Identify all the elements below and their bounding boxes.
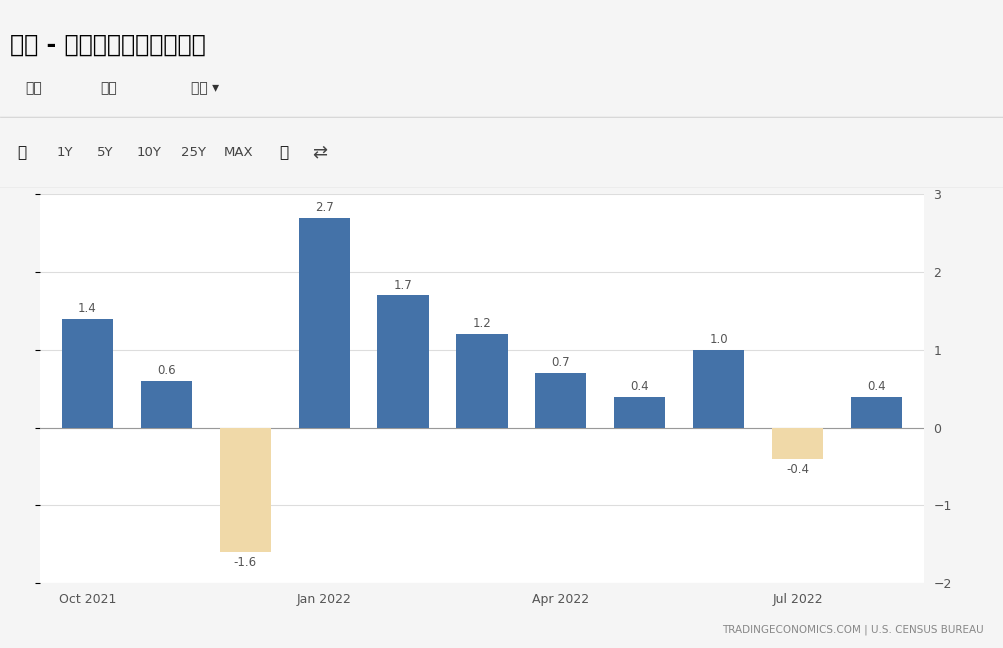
Text: 0.4: 0.4 bbox=[630, 380, 648, 393]
Text: 下载 ▾: 下载 ▾ bbox=[191, 82, 219, 96]
Text: 1.2: 1.2 bbox=[472, 318, 490, 330]
Text: 0.4: 0.4 bbox=[867, 380, 885, 393]
Bar bbox=[377, 295, 428, 428]
Text: 0.7: 0.7 bbox=[551, 356, 570, 369]
Bar bbox=[62, 319, 113, 428]
Text: 美国 - 零售销售（月率环比）: 美国 - 零售销售（月率环比） bbox=[10, 32, 206, 56]
Text: TRADINGECONOMICS.COM | U.S. CENSUS BUREAU: TRADINGECONOMICS.COM | U.S. CENSUS BUREA… bbox=[721, 625, 983, 635]
Text: 1.7: 1.7 bbox=[393, 279, 412, 292]
Text: 摘要: 摘要 bbox=[25, 82, 42, 96]
Text: 25Y: 25Y bbox=[182, 146, 206, 159]
Text: 1Y: 1Y bbox=[57, 146, 73, 159]
Text: 10Y: 10Y bbox=[136, 146, 160, 159]
Bar bbox=[220, 428, 271, 552]
Text: 5Y: 5Y bbox=[97, 146, 113, 159]
Text: MAX: MAX bbox=[224, 146, 254, 159]
Text: 📅: 📅 bbox=[17, 145, 27, 160]
Text: 0.6: 0.6 bbox=[156, 364, 176, 377]
Text: 2.7: 2.7 bbox=[315, 201, 333, 214]
Bar bbox=[298, 218, 349, 428]
Text: -0.4: -0.4 bbox=[785, 463, 808, 476]
Text: ⇄: ⇄ bbox=[311, 143, 327, 161]
Bar bbox=[140, 381, 192, 428]
Bar bbox=[455, 334, 508, 428]
Text: 📊: 📊 bbox=[279, 145, 289, 160]
Bar bbox=[850, 397, 901, 428]
Bar bbox=[692, 350, 743, 428]
Text: 1.4: 1.4 bbox=[78, 302, 96, 315]
Text: 日历: 日历 bbox=[100, 82, 117, 96]
Bar bbox=[771, 428, 822, 459]
Text: 1.0: 1.0 bbox=[708, 333, 727, 346]
Bar bbox=[535, 373, 586, 428]
Text: -1.6: -1.6 bbox=[234, 556, 257, 569]
Bar bbox=[614, 397, 665, 428]
